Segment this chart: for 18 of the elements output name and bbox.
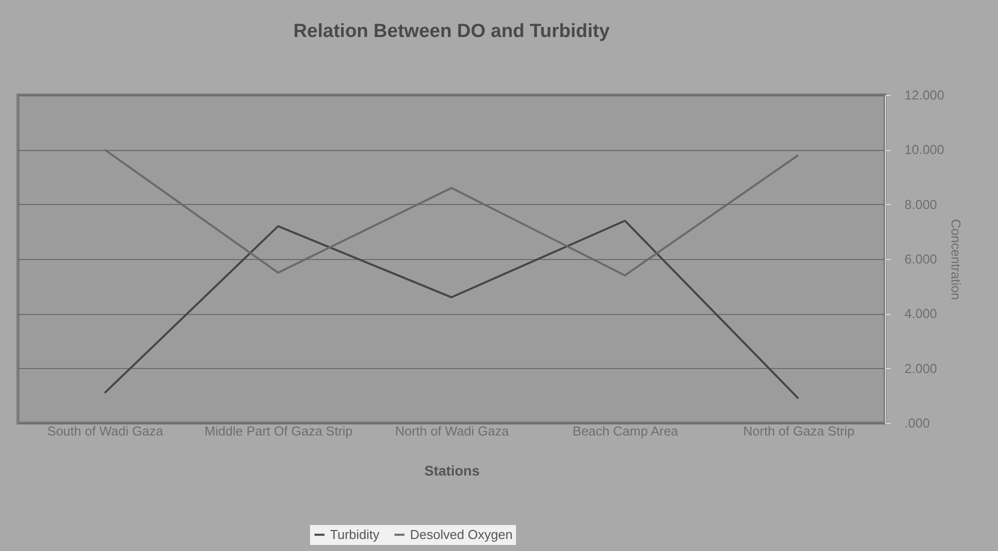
x-tick-label: South of Wadi Gaza — [47, 424, 164, 438]
y-tick-label: .000 — [904, 416, 930, 430]
legend-label: Turbidity — [330, 526, 380, 542]
chart-title: Relation Between DO and Turbidity — [293, 21, 610, 42]
y-tick-label: 10.000 — [904, 142, 944, 158]
y-tick-label: 2.000 — [904, 360, 938, 376]
x-axis-title: Stations — [424, 462, 480, 478]
x-tick-label: North of Wadi Gaza — [395, 424, 510, 438]
legend-label: Desolved Oxygen — [410, 526, 513, 542]
y-tick-label: 4.000 — [904, 306, 938, 322]
x-tick-label: Middle Part Of Gaza Strip — [204, 424, 353, 438]
line-series — [104, 220, 800, 400]
y-tick-label: 8.000 — [904, 196, 938, 212]
y-tick-label: 12.000 — [904, 88, 944, 102]
y-axis-title: Concentration — [948, 219, 964, 300]
x-tick-label: Beach Camp Area — [572, 424, 679, 438]
y-tick-label: 6.000 — [904, 252, 938, 266]
x-tick-label: North of Gaza Strip — [743, 424, 854, 438]
